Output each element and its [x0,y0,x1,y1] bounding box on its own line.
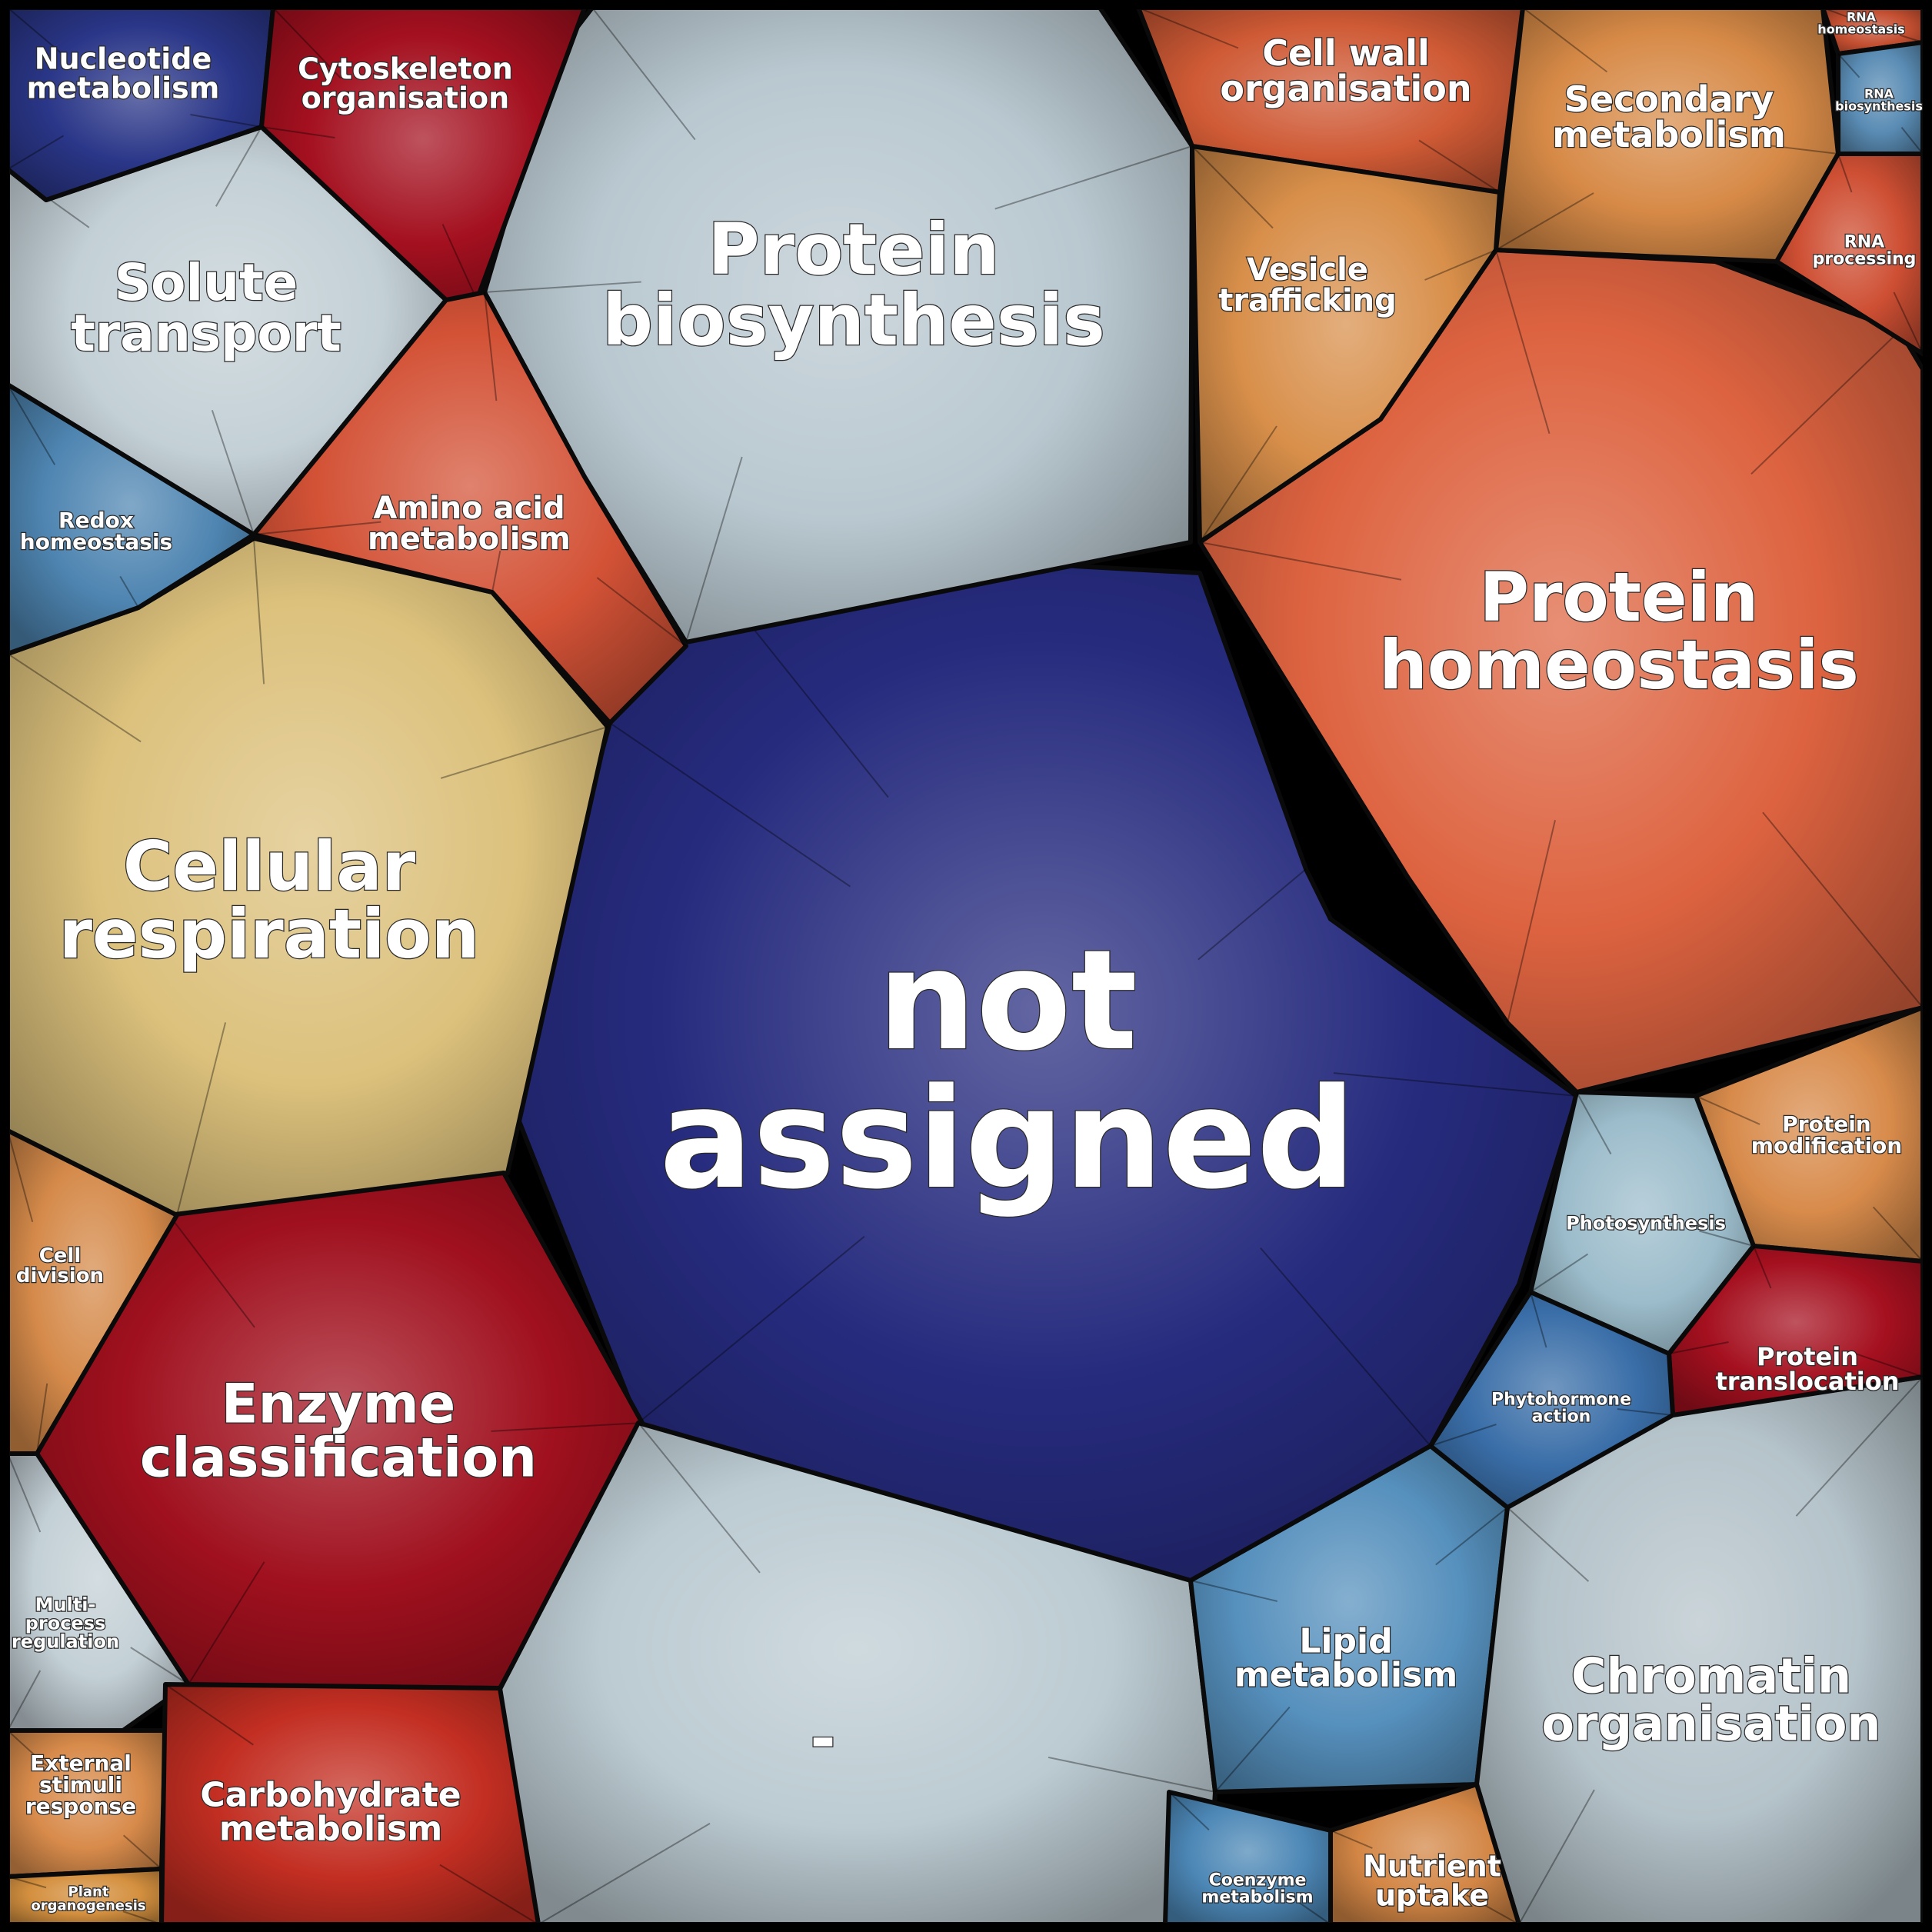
label-protein-homeostasis: Protein homeostasis [1379,558,1859,705]
subcells-protein-biosynthesis [484,7,1193,643]
label-external-stimuli-response: External stimuli response [25,1750,136,1819]
subcells-amino-acid-metabolism [253,291,687,647]
subcells-vesicle-trafficking [1191,145,1497,543]
label-enzyme-classification: Enzyme classification [140,1373,537,1490]
label-protein-biosynthesis: Protein biosynthesis [602,208,1105,361]
label-cytoskeleton-organisation: Cytoskeleton organisation [298,52,513,115]
label-rna-processing: RNA processing [1813,233,1917,269]
label-redox-homeostasis: Redox homeostasis [20,508,172,555]
label-nutrient-uptake: Nutrient uptake [1363,1849,1501,1912]
label-rna-homeostasis: RNA homeostasis [1817,10,1904,37]
label-solute-transport: Solute transport [71,253,341,363]
subcells-coenzyme-metabolism [1168,1791,1331,1925]
label-carbohydrate-metabolism: Carbohydrate metabolism [200,1775,461,1848]
subcells-external-stimuli-response [7,1730,162,1870]
label-protein-modification: Protein modification [1751,1111,1902,1158]
label-multi-process-regulation: Multi-process regulation [12,1594,119,1652]
label-secondary-metabolism: Secondary metabolism [1552,78,1786,155]
subcells-cytoskeleton-organisation [261,7,478,301]
subcells-chromatin-organisation [1507,1376,1924,1925]
subcells-nutrient-uptake [1330,1830,1520,1925]
label-not-assigned: not assigned [659,921,1355,1220]
subcells-enzyme-classification [168,1214,643,1685]
subcells-redox-homeostasis [7,384,139,608]
subcells-protein-translocation [1668,1245,1924,1377]
region-amino-acid-metabolism[interactable] [251,290,688,725]
subcells-cell-division [7,1130,48,1454]
subcells-secondary-metabolism [1495,7,1839,251]
subcells-rna-biosynthesis [1837,53,1924,155]
subcells-dash [538,1422,1216,1925]
label-coenzyme-metabolism: Coenzyme metabolism [1201,1871,1313,1907]
label-rna-biosynthesis: RNA biosynthesis [1835,87,1923,114]
label-cellular-respiration: Cellular respiration [59,827,480,974]
label-cell-division: Cell division [16,1244,104,1287]
label-amino-acid-metabolism: Amino acid metabolism [368,491,571,557]
subcells-nucleotide-metabolism [7,7,262,170]
subcells-cell-wall-organisation [1138,7,1501,193]
subcells-multi-process-regulation [7,1453,189,1731]
label-plant-organogenesis: Plant organogenesis [31,1884,145,1914]
label-nucleotide-metabolism: Nucleotide metabolism [27,42,220,105]
label-phytohormone-action: Phytohormone action [1491,1391,1631,1427]
region-protein-translocation[interactable] [1667,1244,1925,1417]
label-vesicle-trafficking: Vesicle trafficking [1218,252,1397,318]
subcells-protein-homeostasis [1199,249,1924,1024]
label-protein-translocation: Protein translocation [1715,1342,1899,1396]
subcells-carbohydrate-metabolism [165,1684,539,1925]
label-dash: - [810,1703,835,1774]
subcells-lipid-metabolism [1190,1507,1508,1793]
region-vesicle-trafficking[interactable] [1190,144,1502,545]
subcells-cellular-respiration [7,538,608,1216]
label-photosynthesis: Photosynthesis [1566,1212,1726,1234]
label-cell-wall-organisation: Cell wall organisation [1220,32,1471,109]
subcells-phytohormone-action [1430,1291,1674,1447]
region-phytohormone-action[interactable] [1428,1290,1675,1510]
label-chromatin-organisation: Chromatin organisation [1541,1648,1880,1752]
subcells-photosynthesis [1530,1091,1754,1293]
label-lipid-metabolism: Lipid metabolism [1234,1621,1457,1694]
subcells-protein-modification [1695,1095,1924,1262]
subcells-rna-processing [1837,153,1924,355]
subcells-plant-organogenesis [7,1876,162,1925]
